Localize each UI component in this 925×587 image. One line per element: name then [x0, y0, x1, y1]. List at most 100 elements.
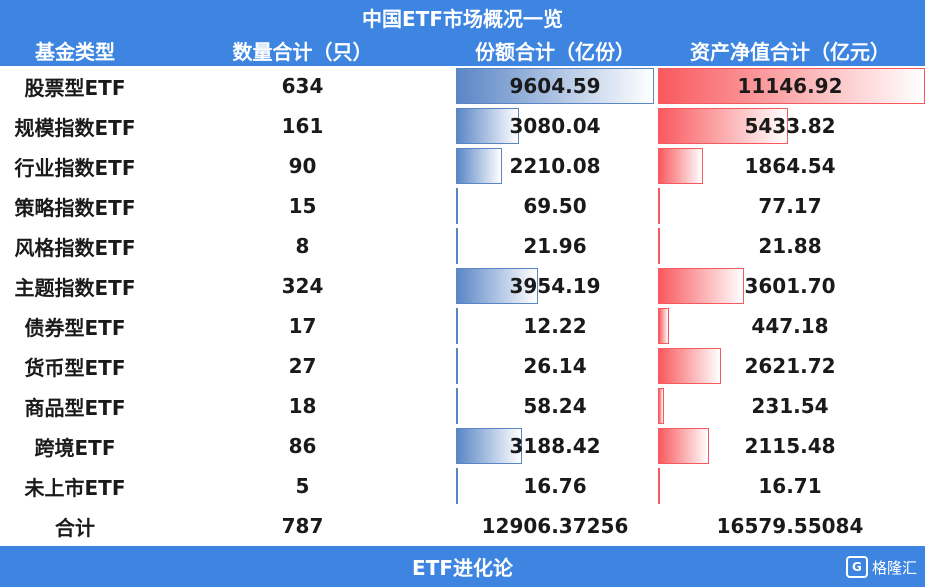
shares-cell: 69.50: [455, 186, 655, 226]
shares-bar: [456, 308, 458, 344]
fund-type-cell: 策略指数ETF: [0, 186, 150, 226]
header-nav: 资产净值合计（亿元）: [690, 39, 890, 64]
fund-type-cell-text: 债券型ETF: [24, 315, 126, 340]
shares-bar: [456, 268, 538, 304]
count-cell: 90: [150, 146, 455, 186]
nav-cell: 11146.92: [655, 66, 925, 106]
logo-icon: G: [845, 556, 868, 578]
watermark-logo: G 格隆汇: [845, 553, 917, 581]
count-cell: 8: [150, 226, 455, 266]
table-header: 基金类型 数量合计（只） 份额合计（亿份） 资产净值合计（亿元）: [0, 34, 925, 66]
count-cell-text: 90: [288, 154, 317, 178]
nav-bar: [658, 228, 660, 264]
shares-cell-text: 26.14: [523, 354, 587, 378]
nav-cell-text: 16.71: [758, 474, 822, 498]
fund-type-cell: 商品型ETF: [0, 386, 150, 426]
count-cell: 787: [150, 506, 455, 546]
shares-cell: 9604.59: [455, 66, 655, 106]
nav-cell: 1864.54: [655, 146, 925, 186]
nav-bar: [658, 308, 669, 344]
shares-cell: 12906.37256: [455, 506, 655, 546]
count-cell: 324: [150, 266, 455, 306]
nav-bar: [658, 68, 925, 104]
shares-bar: [456, 468, 458, 504]
table-row: 跨境ETF 86 3188.42 2115.48: [0, 426, 925, 466]
count-cell-text: 17: [288, 314, 317, 338]
nav-cell-text: 2115.48: [744, 434, 836, 458]
shares-cell: 58.24: [455, 386, 655, 426]
shares-bar: [456, 228, 458, 264]
shares-cell-text: 21.96: [523, 234, 587, 258]
shares-bar: [456, 148, 502, 184]
count-cell-text: 324: [281, 274, 324, 298]
table-row: 行业指数ETF 90 2210.08 1864.54: [0, 146, 925, 186]
count-cell-text: 8: [295, 234, 310, 258]
shares-cell: 26.14: [455, 346, 655, 386]
nav-bar: [658, 348, 721, 384]
shares-cell-text: 3080.04: [509, 114, 601, 138]
nav-cell: 77.17: [655, 186, 925, 226]
nav-cell-text: 21.88: [758, 234, 822, 258]
header-shares: 份额合计（亿份）: [475, 39, 635, 64]
shares-cell: 3954.19: [455, 266, 655, 306]
shares-cell-text: 12.22: [523, 314, 587, 338]
fund-type-cell-text: 股票型ETF: [24, 75, 126, 100]
count-cell: 161: [150, 106, 455, 146]
fund-type-cell-text: 合计: [55, 515, 95, 540]
nav-bar: [658, 468, 660, 504]
shares-cell-text: 16.76: [523, 474, 587, 498]
fund-type-cell-text: 未上市ETF: [24, 475, 126, 500]
count-cell-text: 18: [288, 394, 317, 418]
shares-bar: [456, 108, 519, 144]
nav-cell-text: 447.18: [751, 314, 829, 338]
nav-cell: 21.88: [655, 226, 925, 266]
count-cell-text: 15: [288, 194, 317, 218]
shares-cell-text: 69.50: [523, 194, 587, 218]
nav-cell-text: 3601.70: [744, 274, 836, 298]
count-cell-text: 86: [288, 434, 317, 458]
table-row: 风格指数ETF 8 21.96 21.88: [0, 226, 925, 266]
nav-bar: [658, 148, 703, 184]
count-cell-text: 634: [281, 74, 324, 98]
count-cell-text: 27: [288, 354, 317, 378]
fund-type-cell-text: 商品型ETF: [24, 395, 126, 420]
count-cell: 86: [150, 426, 455, 466]
nav-cell: 16579.55084: [655, 506, 925, 546]
count-cell: 27: [150, 346, 455, 386]
footer-label: ETF进化论: [0, 546, 925, 587]
count-cell-text: 161: [281, 114, 324, 138]
nav-cell: 2115.48: [655, 426, 925, 466]
fund-type-cell-text: 主题指数ETF: [14, 275, 136, 300]
fund-type-cell: 规模指数ETF: [0, 106, 150, 146]
shares-bar: [456, 428, 522, 464]
fund-type-cell: 股票型ETF: [0, 66, 150, 106]
fund-type-cell-text: 策略指数ETF: [14, 195, 136, 220]
nav-cell-text: 5433.82: [744, 114, 836, 138]
table-row: 规模指数ETF 161 3080.04 5433.82: [0, 106, 925, 146]
shares-cell-text: 3954.19: [509, 274, 601, 298]
header-count: 数量合计（只）: [232, 39, 373, 64]
count-cell: 5: [150, 466, 455, 506]
table-row: 债券型ETF 17 12.22 447.18: [0, 306, 925, 346]
fund-type-cell-text: 货币型ETF: [24, 355, 126, 380]
shares-cell-text: 3188.42: [509, 434, 601, 458]
count-cell: 15: [150, 186, 455, 226]
table-row: 未上市ETF 5 16.76 16.71: [0, 466, 925, 506]
shares-bar: [456, 348, 458, 384]
nav-cell-text: 1864.54: [744, 154, 836, 178]
shares-cell: 3080.04: [455, 106, 655, 146]
nav-cell: 5433.82: [655, 106, 925, 146]
count-cell-text: 5: [295, 474, 310, 498]
shares-bar: [456, 188, 458, 224]
nav-cell-text: 2621.72: [744, 354, 836, 378]
nav-cell: 447.18: [655, 306, 925, 346]
fund-type-cell-text: 风格指数ETF: [14, 235, 136, 260]
nav-cell-text: 11146.92: [737, 74, 843, 98]
table-row: 货币型ETF 27 26.14 2621.72: [0, 346, 925, 386]
table-row: 商品型ETF 18 58.24 231.54: [0, 386, 925, 426]
table-row: 股票型ETF 634 9604.59 11146.92: [0, 66, 925, 106]
nav-cell: 3601.70: [655, 266, 925, 306]
count-cell: 18: [150, 386, 455, 426]
fund-type-cell-text: 行业指数ETF: [14, 155, 136, 180]
nav-cell: 2621.72: [655, 346, 925, 386]
